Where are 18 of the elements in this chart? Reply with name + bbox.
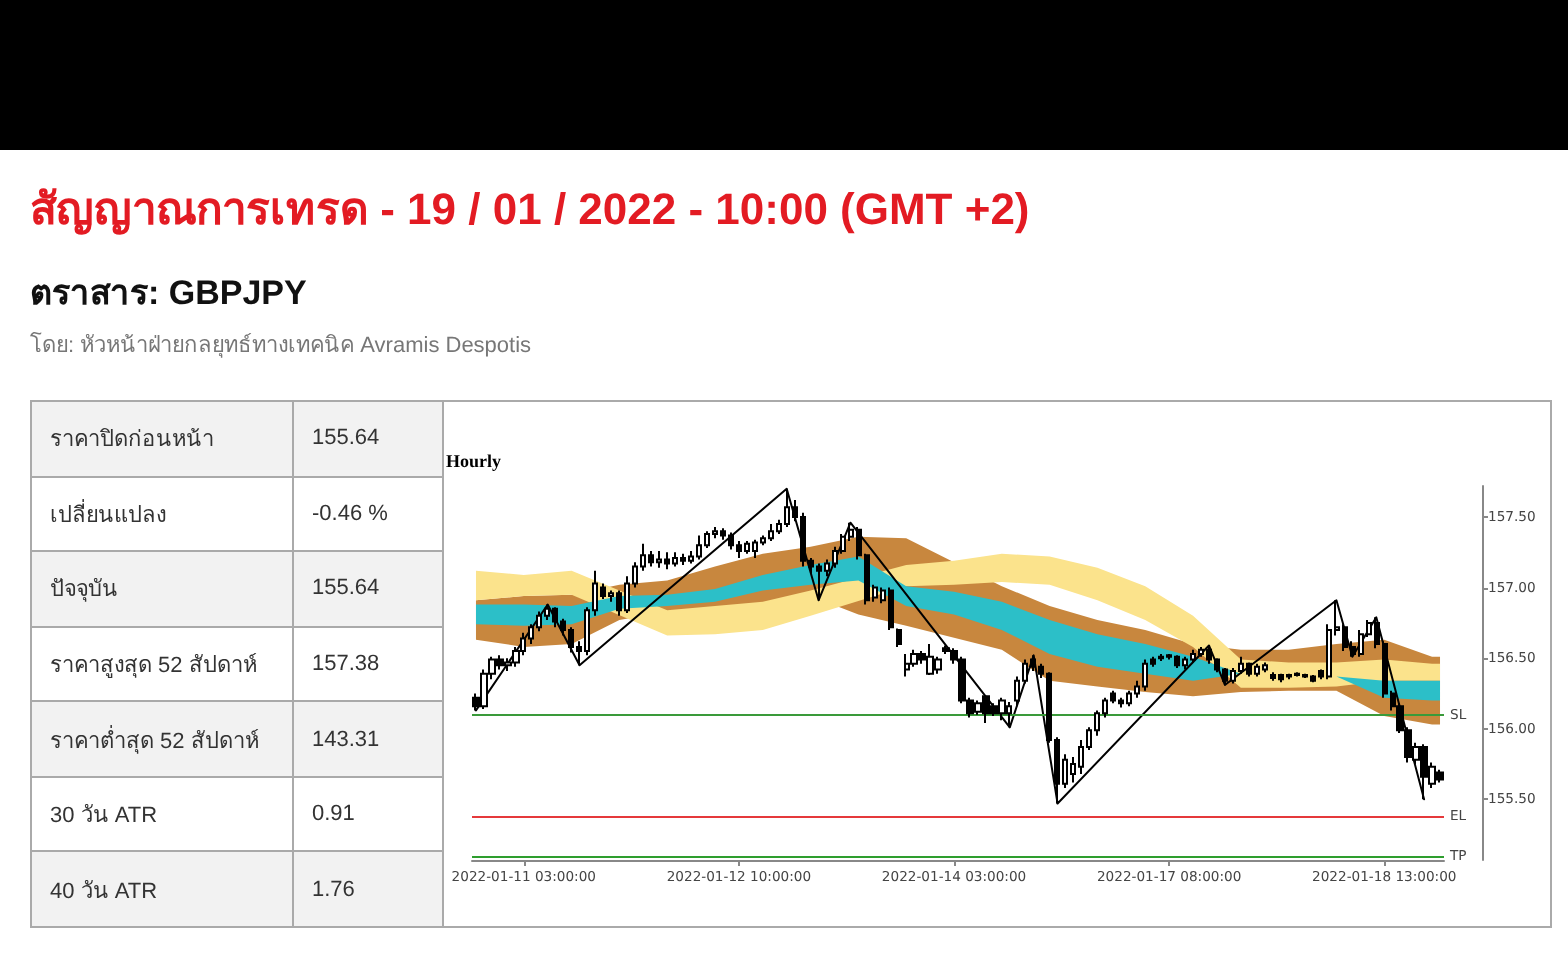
text: 157.38: [312, 651, 380, 676]
text: สัญญาณการเทรด - 19 / 01 / 2022 - 10:00 (GMT +2): [30, 182, 1030, 238]
text: 155.64: [312, 576, 380, 601]
text: 155.64: [312, 426, 380, 451]
text: -0.46 %: [312, 501, 388, 526]
category-label: ราคาปิดก่อนหน้า: [31, 401, 293, 477]
category-label: 40 วัน ATR: [31, 851, 293, 927]
category-label: ปัจจุบัน: [31, 551, 293, 627]
text: โดย: หัวหน้าฝ่ายกลยุทธ์ทางเทคนิค Avramis Despotis: [30, 332, 534, 362]
category-label: ราคาสูงสุด 52 สัปดาห์: [31, 626, 293, 702]
category-label: เปลี่ยนแปลง: [31, 476, 293, 552]
category-label: 30 วัน ATR: [31, 776, 293, 852]
text: 143.31: [312, 727, 380, 752]
text: 1.76: [312, 877, 355, 902]
category-label: ราคาต่ำสุด 52 สัปดาห์: [31, 701, 293, 777]
chart-title: Hourly: [446, 451, 502, 471]
text: ตราสาร: GBPJPY: [30, 272, 309, 316]
text: 0.91: [312, 802, 355, 827]
